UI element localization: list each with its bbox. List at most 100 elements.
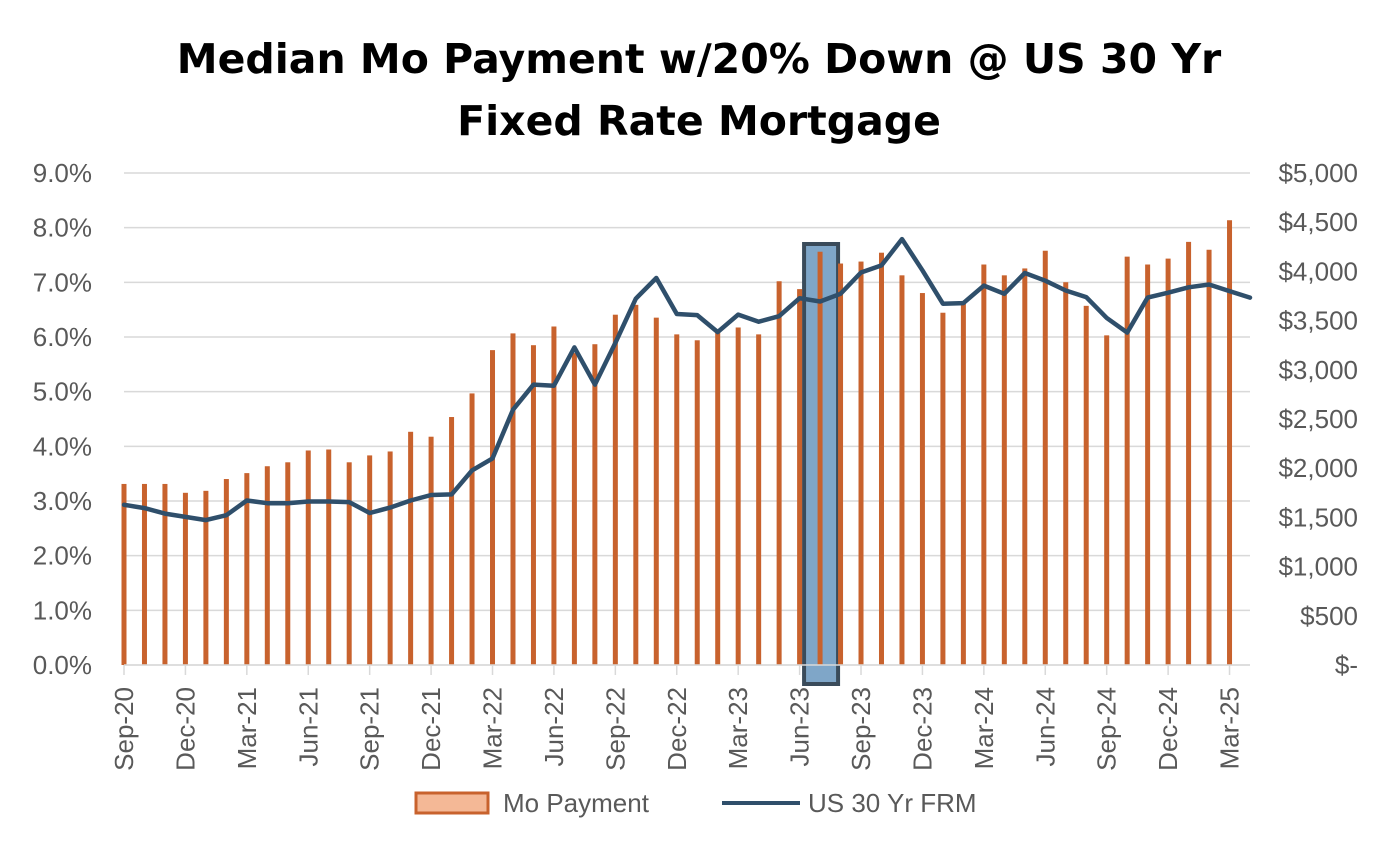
bar xyxy=(817,251,823,665)
right-tick-label: $4,000 xyxy=(1278,256,1358,286)
x-tick-label: Sep-24 xyxy=(1092,687,1122,771)
bar xyxy=(1124,256,1130,665)
bar xyxy=(141,483,147,665)
x-tick-label: Sep-20 xyxy=(109,687,139,771)
bar xyxy=(653,317,659,665)
left-tick-label: 0.0% xyxy=(33,650,92,680)
line-path xyxy=(121,236,1253,523)
left-tick-label: 9.0% xyxy=(33,158,92,188)
bar xyxy=(1145,264,1151,665)
bar xyxy=(1206,249,1212,665)
bar xyxy=(408,431,414,665)
bar xyxy=(1165,258,1171,665)
bar xyxy=(1104,335,1110,665)
x-tick-label: Dec-22 xyxy=(662,687,692,771)
right-tick-label: $2,500 xyxy=(1278,404,1358,434)
bar xyxy=(715,332,721,665)
bar-series-mo-payment xyxy=(121,220,1233,666)
left-tick-label: 3.0% xyxy=(33,486,92,516)
bar xyxy=(1063,282,1069,665)
bar xyxy=(305,450,311,665)
x-tick-label: Mar-23 xyxy=(723,687,753,769)
x-tick-label: Sep-21 xyxy=(355,687,385,771)
bar xyxy=(510,333,516,665)
bar xyxy=(674,334,680,665)
x-tick-label: Jun-22 xyxy=(539,687,569,767)
left-tick-label: 8.0% xyxy=(33,213,92,243)
legend-swatch-mo-payment xyxy=(414,791,490,815)
legend-label-mo-payment: Mo Payment xyxy=(503,788,650,818)
left-tick-label: 6.0% xyxy=(33,322,92,352)
bar xyxy=(633,304,639,665)
bar xyxy=(1042,250,1048,665)
bar xyxy=(1001,275,1007,665)
bar xyxy=(264,466,270,665)
x-tick-label: Mar-24 xyxy=(969,687,999,769)
bar xyxy=(981,264,987,665)
bar xyxy=(776,281,782,665)
legend: Mo Payment US 30 Yr FRM xyxy=(414,788,977,818)
line-series-us-30-yr-frm xyxy=(121,236,1253,523)
bar xyxy=(756,334,762,665)
bar xyxy=(244,473,250,665)
bar xyxy=(223,479,229,665)
bar xyxy=(960,300,966,665)
left-tick-label: 7.0% xyxy=(33,267,92,297)
gridlines xyxy=(124,172,1250,666)
bar xyxy=(797,289,803,665)
bar xyxy=(162,483,168,665)
chart-title-line-1: Median Mo Payment w/20% Down @ US 30 Yr xyxy=(176,35,1222,83)
left-tick-label: 4.0% xyxy=(33,431,92,461)
bar xyxy=(858,261,864,665)
bar xyxy=(878,252,884,666)
x-tick-label: Mar-25 xyxy=(1215,687,1245,769)
bar xyxy=(469,393,475,665)
bar xyxy=(121,483,127,665)
bar xyxy=(326,449,332,665)
bar xyxy=(1022,268,1028,665)
x-tick-label: Dec-24 xyxy=(1153,687,1183,771)
bar xyxy=(592,344,598,665)
right-tick-label: $1,500 xyxy=(1278,502,1358,532)
right-tick-label: $1,000 xyxy=(1278,552,1358,582)
bar xyxy=(285,462,291,665)
bar xyxy=(1227,220,1233,665)
right-tick-label: $3,000 xyxy=(1278,355,1358,385)
bar xyxy=(571,353,577,665)
right-tick-label: $4,500 xyxy=(1278,207,1358,237)
bar xyxy=(203,490,209,665)
left-tick-label: 2.0% xyxy=(33,541,92,571)
x-tick-label: Jun-21 xyxy=(293,687,323,767)
right-tick-label: $- xyxy=(1335,650,1358,680)
bar xyxy=(838,263,844,665)
chart-title: Median Mo Payment w/20% Down @ US 30 Yr … xyxy=(0,28,1398,152)
bar xyxy=(367,455,373,665)
bar xyxy=(694,340,700,665)
right-tick-label: $500 xyxy=(1300,601,1358,631)
bar xyxy=(182,492,188,665)
bar xyxy=(940,312,946,665)
x-tick-label: Mar-21 xyxy=(232,687,262,769)
chart-title-line-2: Fixed Rate Mortgage xyxy=(457,97,941,145)
x-tick-label: Dec-21 xyxy=(416,687,446,771)
bar xyxy=(551,326,557,665)
right-tick-label: $2,000 xyxy=(1278,453,1358,483)
bar xyxy=(346,462,352,665)
legend-label-us-30-yr-frm: US 30 Yr FRM xyxy=(808,788,977,818)
bar xyxy=(449,417,455,665)
left-y-axis: 0.0% 1.0% 2.0% 3.0% 4.0% 5.0% 6.0% 7.0% 8.0% 9.0% xyxy=(33,158,92,680)
right-tick-label: $3,500 xyxy=(1278,306,1358,336)
bar xyxy=(1186,241,1192,665)
x-axis: Sep-20 Dec-20 Mar-21 Jun-21 Sep-21 Dec-21 Mar-… xyxy=(109,664,1250,771)
bar xyxy=(530,345,536,665)
x-tick-label: Jun-23 xyxy=(785,687,815,767)
x-tick-label: Dec-23 xyxy=(907,687,937,771)
x-tick-label: Mar-22 xyxy=(478,687,508,769)
x-tick-label: Sep-22 xyxy=(600,687,630,771)
x-tick-label: Dec-20 xyxy=(170,687,200,771)
left-tick-label: 1.0% xyxy=(33,595,92,625)
bar xyxy=(735,327,741,665)
bar xyxy=(1083,305,1089,665)
bar xyxy=(899,275,905,665)
